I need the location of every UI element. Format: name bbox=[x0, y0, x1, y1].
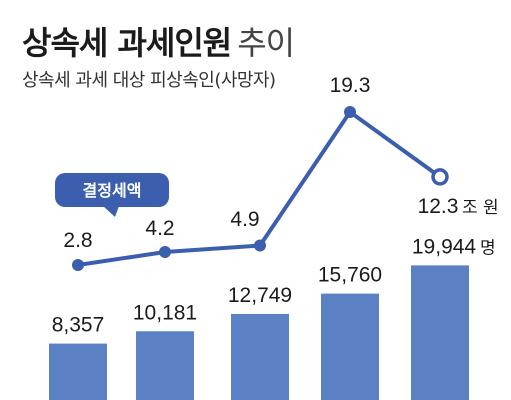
line-point-2019 bbox=[72, 259, 84, 271]
series-tag-box bbox=[55, 173, 169, 207]
line-point-2022 bbox=[344, 106, 356, 118]
bar-unit-label: 명 bbox=[480, 238, 496, 258]
bar-value-label-2019: 8,357 bbox=[52, 314, 105, 337]
bar-value-label-2021: 12,749 bbox=[228, 284, 292, 307]
bar-value-label-2023: 19,944 bbox=[412, 235, 477, 258]
bar-2021 bbox=[231, 313, 289, 400]
line-value-label-2021: 4.9 bbox=[230, 208, 259, 231]
title-main: 상속세 과세인원 bbox=[22, 24, 232, 62]
series-tag-pointer bbox=[103, 206, 119, 217]
bar-value-label-2020: 10,181 bbox=[133, 301, 197, 324]
line-value-label-2022: 19.3 bbox=[330, 74, 371, 97]
chart-subtitle: 상속세 과세 대상 피상속인(사망자) bbox=[22, 70, 276, 91]
bar-2019 bbox=[49, 343, 107, 400]
chart-title: 상속세 과세인원 추이 bbox=[22, 18, 295, 64]
line-value-label-2019: 2.8 bbox=[63, 229, 92, 252]
line-point-2020 bbox=[159, 246, 171, 259]
bar-2022 bbox=[321, 293, 379, 400]
series-tag-label: 결정세액 bbox=[83, 181, 142, 200]
line-point-2023 bbox=[431, 168, 449, 186]
line-value-label-2020: 4.2 bbox=[145, 217, 174, 240]
bar-value-label-2022: 15,760 bbox=[318, 264, 382, 287]
line-value-label-2023: 12.3 bbox=[418, 195, 459, 218]
line-unit-label: 조 원 bbox=[462, 198, 499, 218]
line-point-2021 bbox=[254, 239, 266, 252]
title-suffix: 추이 bbox=[237, 24, 295, 62]
bar-2020 bbox=[136, 331, 194, 400]
bar-2023 bbox=[411, 265, 469, 400]
